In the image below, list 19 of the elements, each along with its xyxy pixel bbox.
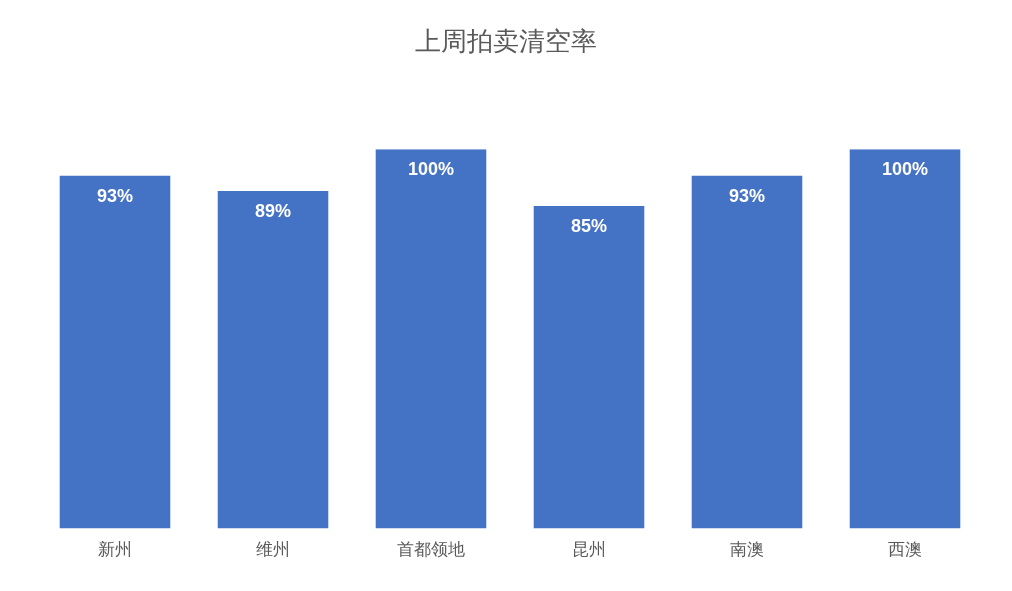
- x-tick-label: 昆州: [572, 539, 606, 560]
- data-label: 93%: [728, 185, 766, 206]
- bar: [217, 190, 329, 529]
- x-tick-label: 南澳: [730, 539, 764, 560]
- x-tick-label: 维州: [256, 539, 290, 560]
- data-label: 93%: [96, 185, 134, 206]
- data-label: 100%: [881, 159, 929, 180]
- data-label: 89%: [254, 200, 292, 221]
- bar: [849, 149, 961, 529]
- data-label: 85%: [570, 216, 608, 237]
- bar: [533, 206, 645, 529]
- x-tick-label: 西澳: [888, 539, 922, 560]
- x-tick-label: 新州: [98, 539, 132, 560]
- bar: [375, 149, 487, 529]
- bar: [691, 175, 803, 529]
- chart-title: 上周拍卖清空率: [415, 26, 597, 57]
- bar: [59, 175, 171, 529]
- x-tick-label: 首都领地: [397, 539, 465, 560]
- data-label: 100%: [407, 159, 455, 180]
